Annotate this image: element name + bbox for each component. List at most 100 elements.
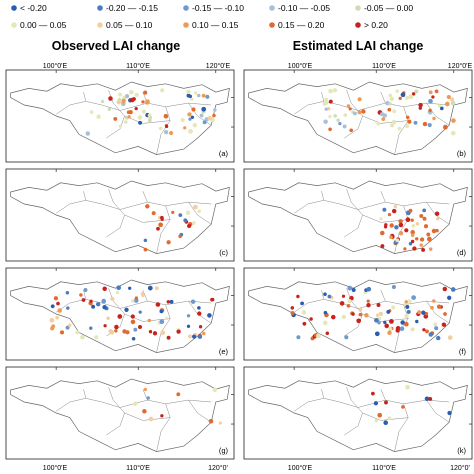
station-point	[201, 106, 207, 112]
station-point	[121, 98, 126, 104]
station-point	[373, 401, 379, 406]
station-point	[418, 102, 423, 108]
station-point	[380, 230, 385, 236]
panel-frame	[5, 168, 235, 262]
station-point	[148, 416, 154, 422]
station-point	[447, 335, 453, 340]
station-point	[322, 101, 327, 107]
map-panel: (b)	[243, 69, 473, 163]
sub-basin-boundary	[56, 398, 134, 412]
sub-basin-boundary	[156, 205, 171, 254]
station-point	[423, 224, 429, 229]
station-point	[80, 334, 85, 340]
station-point	[419, 243, 423, 247]
legend-item: > 0.20	[355, 20, 388, 30]
station-point	[290, 311, 295, 316]
station-point	[343, 113, 348, 117]
station-point	[83, 288, 88, 292]
station-point	[346, 104, 351, 108]
station-point	[190, 299, 196, 304]
station-point	[196, 93, 201, 98]
station-point	[134, 106, 138, 111]
station-point	[391, 284, 396, 290]
panel-frame	[5, 69, 235, 163]
station-point	[130, 314, 135, 319]
station-point	[316, 333, 321, 339]
station-point	[380, 244, 385, 249]
sub-basin-boundary	[394, 403, 409, 452]
sub-basin-boundary	[362, 313, 409, 322]
sub-basin-boundary	[83, 191, 87, 201]
map-panel: (c)	[5, 168, 235, 262]
tick-label: 110°0'E	[372, 464, 396, 472]
legend-item: 0.05 — 0.10	[97, 20, 153, 30]
station-point	[190, 97, 194, 101]
legend-item: < -0.20	[11, 3, 47, 13]
station-point	[309, 317, 313, 321]
station-point	[405, 115, 410, 120]
station-point	[383, 225, 388, 229]
station-point	[382, 207, 387, 212]
basin-outline	[10, 81, 230, 155]
station-point	[117, 97, 122, 102]
station-point	[101, 298, 107, 304]
panel-label: (c)	[219, 248, 228, 257]
station-point	[391, 119, 397, 125]
station-point	[147, 318, 152, 323]
station-point	[419, 214, 424, 218]
station-point	[403, 247, 407, 251]
station-point	[198, 325, 203, 329]
sub-basin-boundary	[83, 389, 87, 399]
legend-swatch-icon	[97, 22, 103, 28]
station-point	[192, 221, 196, 225]
station-point	[422, 216, 427, 221]
station-point	[408, 94, 414, 100]
station-point	[147, 113, 152, 118]
station-point	[146, 396, 150, 400]
station-point	[391, 305, 396, 310]
sub-basin-boundary	[188, 102, 212, 126]
station-point	[296, 294, 300, 299]
station-point	[114, 329, 118, 333]
legend-label: -0.15 — -0.10	[192, 3, 244, 13]
sub-basin-boundary	[83, 92, 87, 102]
station-point	[169, 299, 174, 304]
map-panel: (e)	[5, 267, 235, 361]
station-point	[387, 330, 392, 336]
column-title-observed: Observed LAI change	[52, 39, 181, 53]
station-point	[134, 296, 139, 300]
station-point	[433, 322, 438, 327]
station-point	[427, 123, 432, 128]
station-point	[395, 328, 400, 333]
station-point	[106, 316, 110, 320]
station-point	[212, 387, 218, 393]
station-point	[163, 130, 169, 135]
panel-frame	[5, 267, 235, 361]
sub-basin-boundary	[426, 399, 450, 423]
tick-label: 100°0'E	[288, 62, 313, 70]
station-point	[107, 107, 112, 111]
station-point	[202, 120, 207, 125]
sub-basin-boundary	[380, 290, 386, 302]
station-point	[382, 113, 388, 118]
station-point	[188, 334, 192, 339]
station-point	[424, 396, 430, 402]
station-point	[346, 303, 351, 308]
station-point	[434, 89, 439, 94]
station-point	[102, 286, 107, 292]
legend-swatch-icon	[355, 5, 361, 11]
station-point	[387, 107, 392, 112]
station-point	[428, 90, 433, 95]
station-point	[411, 224, 416, 228]
station-point	[129, 97, 135, 103]
station-point	[405, 384, 410, 390]
legend-swatch-icon	[269, 5, 275, 11]
basin-outline	[248, 180, 468, 254]
station-point	[398, 96, 402, 101]
station-point	[148, 330, 153, 334]
station-point	[89, 110, 94, 114]
station-point	[428, 247, 433, 251]
station-point	[55, 315, 59, 320]
station-point	[342, 124, 347, 129]
station-point	[328, 99, 333, 104]
